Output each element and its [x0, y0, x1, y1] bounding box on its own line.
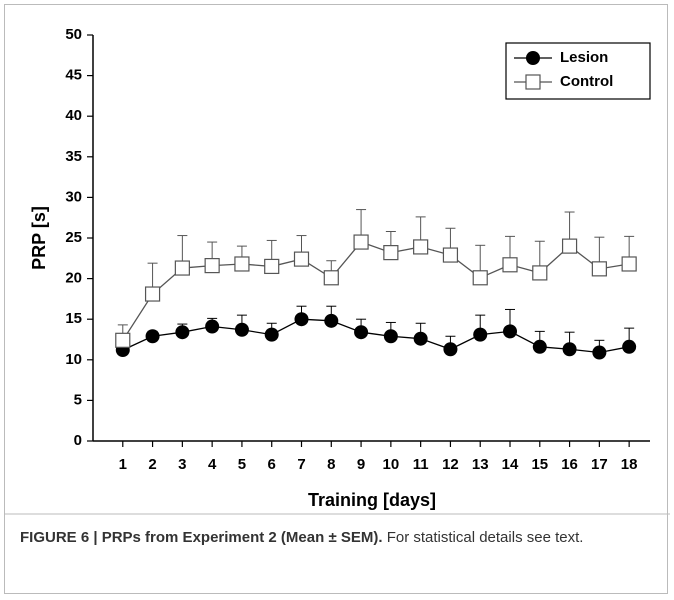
caption-label: FIGURE 6 | PRPs from Experiment 2 (Mean …	[20, 529, 383, 546]
y-tick-label: 45	[65, 67, 82, 84]
x-tick-label: 13	[472, 456, 489, 473]
data-point	[473, 327, 488, 342]
data-point	[145, 329, 160, 344]
data-point	[234, 256, 250, 272]
data-point	[503, 324, 518, 339]
y-axis-label: PRP [s]	[29, 206, 49, 270]
x-tick-label: 10	[383, 456, 400, 473]
legend-marker	[525, 74, 541, 90]
data-point	[592, 345, 607, 360]
x-tick-label: 1	[119, 456, 127, 473]
data-point	[234, 322, 249, 337]
data-point	[622, 339, 637, 354]
data-point	[354, 325, 369, 340]
data-point	[175, 325, 190, 340]
x-tick-label: 5	[238, 456, 246, 473]
x-tick-label: 12	[442, 456, 459, 473]
x-tick-label: 3	[178, 456, 186, 473]
data-point	[561, 238, 578, 254]
y-tick-label: 10	[65, 351, 82, 368]
legend-marker	[526, 51, 540, 65]
data-point	[204, 258, 220, 274]
y-tick-label: 20	[65, 270, 82, 287]
data-point	[562, 342, 577, 357]
data-point	[353, 234, 369, 250]
data-point	[264, 258, 280, 275]
data-point	[383, 245, 399, 261]
data-point	[443, 342, 458, 357]
data-point	[294, 312, 309, 327]
data-point	[293, 251, 310, 267]
y-tick-label: 0	[74, 432, 82, 449]
x-axis-label: Training [days]	[308, 490, 436, 510]
x-tick-label: 16	[561, 456, 578, 473]
x-tick-label: 9	[357, 456, 365, 473]
legend-label: Lesion	[560, 49, 608, 66]
x-tick-label: 15	[531, 456, 548, 473]
data-point	[115, 332, 131, 348]
data-point	[442, 247, 459, 263]
x-tick-label: 2	[148, 456, 156, 473]
data-point	[413, 239, 429, 255]
x-tick-label: 18	[621, 456, 638, 473]
series-line	[122, 241, 630, 341]
data-point	[324, 313, 339, 328]
x-tick-label: 8	[327, 456, 335, 473]
y-tick-label: 40	[65, 107, 82, 124]
data-point	[323, 270, 339, 286]
legend-label: Control	[560, 73, 613, 90]
series-line	[122, 318, 630, 354]
caption-text: For statistical details see text.	[386, 529, 584, 546]
x-tick-label: 17	[591, 456, 608, 473]
x-tick-label: 6	[268, 456, 276, 473]
data-point	[174, 260, 190, 276]
data-point	[264, 327, 279, 342]
data-point	[413, 331, 428, 346]
y-tick-label: 15	[65, 310, 82, 327]
x-tick-label: 7	[297, 456, 305, 473]
data-point	[591, 261, 607, 277]
y-tick-label: 35	[65, 148, 82, 165]
x-tick-label: 4	[208, 456, 217, 473]
data-point	[621, 256, 637, 272]
y-tick-label: 30	[65, 188, 82, 205]
data-point	[383, 329, 398, 344]
y-tick-label: 50	[65, 26, 82, 43]
x-tick-label: 11	[413, 456, 429, 473]
x-tick-label: 14	[502, 456, 519, 473]
data-point	[532, 265, 548, 281]
y-tick-label: 25	[65, 229, 82, 246]
y-tick-label: 5	[74, 391, 82, 408]
data-point	[502, 257, 518, 273]
caption: FIGURE 6 | PRPs from Experiment 2 (Mean …	[20, 526, 654, 550]
data-point	[205, 319, 220, 334]
figure-frame	[4, 4, 668, 594]
data-point	[144, 286, 161, 302]
data-point	[472, 270, 488, 286]
data-point	[532, 339, 547, 354]
